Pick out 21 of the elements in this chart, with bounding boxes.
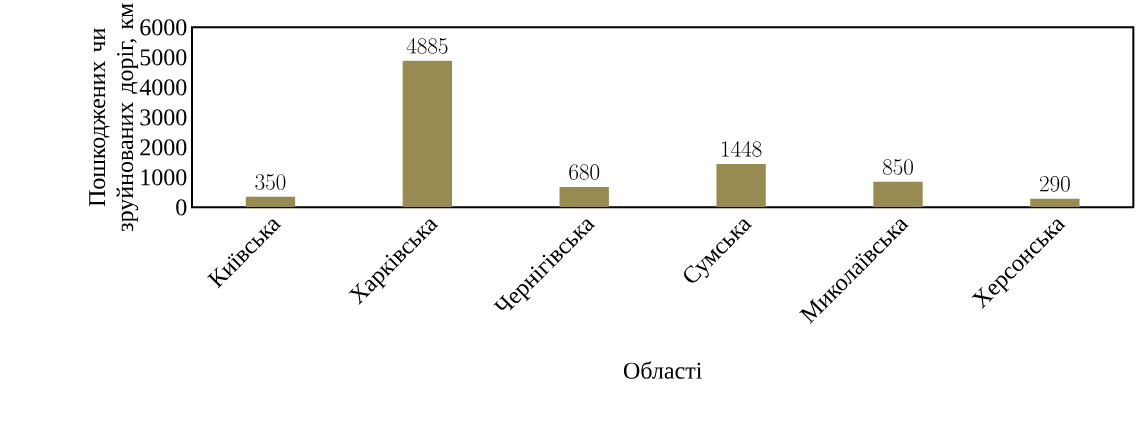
y-tick-label: 5000 [140,49,187,66]
y-axis-title: Пошкоджених чи зруйнованих доріг, км [89,3,139,232]
bar [873,181,923,208]
data-label: 4885 [406,38,448,54]
data-label: 290 [1039,176,1070,192]
y-tick-label: 0 [176,199,187,216]
bar [1030,198,1080,208]
bar [559,186,609,208]
bar [716,163,766,208]
y-tick-label: 6000 [140,19,187,36]
data-label: 850 [882,159,913,175]
y-tick-label: 2000 [140,139,187,156]
x-axis-title: Області [623,361,702,379]
y-tick-label: 3000 [140,109,187,126]
data-label: 350 [255,174,286,190]
bar [245,196,296,208]
y-tick-label: 4000 [139,79,187,96]
y-tick-label: 1000 [141,169,187,186]
bar [402,60,452,208]
data-label: 1448 [721,141,762,157]
data-label: 680 [569,164,600,180]
